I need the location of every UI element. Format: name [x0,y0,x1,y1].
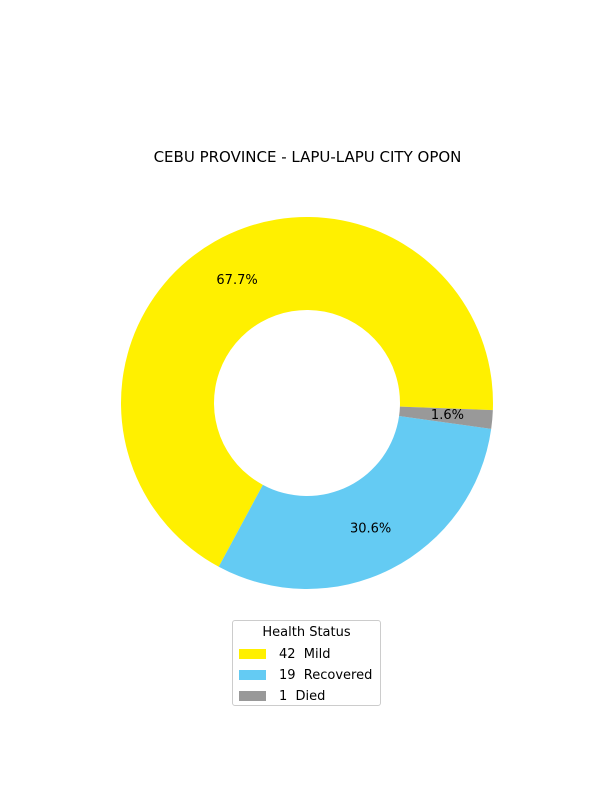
slice-label-recovered: 30.6% [350,521,391,536]
slice-mild [121,216,493,567]
legend-swatch-mild [239,649,266,659]
legend-entry-mild: 42 Mild [239,646,331,662]
slice-recovered [218,415,492,589]
legend-label-died: 1 Died [279,688,326,704]
slice-label-died: 1.6% [431,408,464,423]
legend-swatch-died [239,691,266,701]
legend: Health Status 42 Mild 19 Recovered 1 Die… [232,620,381,706]
slice-died [399,406,493,429]
legend-entry-recovered: 19 Recovered [239,667,372,683]
legend-title: Health Status [262,625,351,640]
legend-entry-died: 1 Died [239,688,325,704]
legend-label-mild: 42 Mild [279,646,331,662]
legend-swatch-recovered [239,670,266,680]
legend-label-recovered: 19 Recovered [279,667,373,683]
chart-title: CEBU PROVINCE - LAPU-LAPU CITY OPON [153,148,462,166]
slice-label-mild: 67.7% [216,273,257,288]
